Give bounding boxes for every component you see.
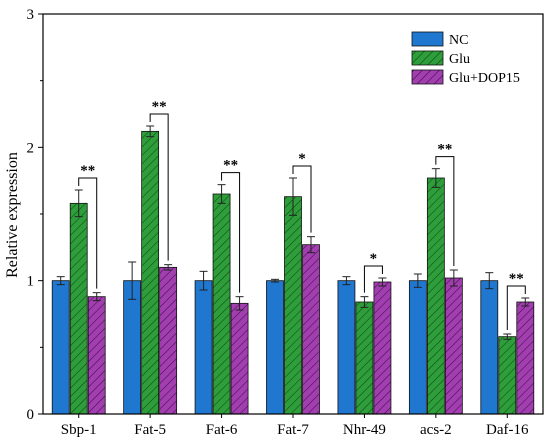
bar-glu-dop15-acs-2 <box>444 277 463 415</box>
y-tick-label: 1 <box>27 274 35 290</box>
error-bar <box>378 277 387 287</box>
bar-glu-fat-7 <box>284 196 302 415</box>
bar-glu-dop15-fat-6 <box>230 302 249 415</box>
bar-glu-sbp-1 <box>69 202 88 415</box>
legend-label: Glu <box>449 52 470 67</box>
bar-glu-dop15-fat-5 <box>159 266 178 415</box>
y-tick-label: 0 <box>27 407 35 423</box>
legend-swatch <box>411 69 444 85</box>
bar-glu-daf-16 <box>498 336 517 415</box>
x-tick-label: Fat-6 <box>206 422 238 438</box>
bar-nc-sbp-1 <box>51 280 70 415</box>
error-bar <box>360 296 369 308</box>
x-tick-label: Daf-16 <box>486 422 529 438</box>
legend-entry: Glu <box>411 50 470 67</box>
error-bar <box>289 177 297 216</box>
significance-bracket: ** <box>221 158 241 293</box>
error-bar <box>74 189 83 218</box>
error-bar <box>56 276 65 286</box>
significance-label: ** <box>152 99 167 115</box>
bar-nc-daf-16 <box>480 280 499 415</box>
x-tick-label: Sbp-1 <box>61 422 97 438</box>
bar-glu-acs-2 <box>426 177 445 415</box>
bar-nc-fat-7 <box>266 280 284 415</box>
error-bar <box>449 269 458 287</box>
significance-label: * <box>370 251 378 267</box>
bar-nc-acs-2 <box>408 280 427 415</box>
bar-nc-fat-5 <box>123 280 142 415</box>
y-tick-label: 2 <box>27 140 35 156</box>
error-bar <box>431 168 440 188</box>
bar-glu-dop15-sbp-1 <box>87 296 106 415</box>
significance-bracket: * <box>292 151 312 233</box>
error-bar <box>521 297 530 307</box>
significance-bracket: ** <box>435 142 455 266</box>
significance-label: ** <box>509 271 524 287</box>
error-bar <box>128 261 137 300</box>
error-bar <box>92 292 101 302</box>
bar-glu-dop15-daf-16 <box>516 301 535 415</box>
legend-label: Glu+DOP15 <box>449 71 520 86</box>
error-bar <box>485 272 494 290</box>
y-tick-label: 3 <box>27 7 35 23</box>
x-tick-label: acs-2 <box>420 422 452 438</box>
significance-bracket: ** <box>78 163 98 289</box>
legend-label: NC <box>449 33 468 48</box>
legend-swatch <box>411 31 444 47</box>
error-bar <box>146 125 155 138</box>
x-tick-label: Nhr-49 <box>343 422 386 438</box>
legend-entry: Glu+DOP15 <box>411 69 520 86</box>
error-bar <box>164 264 173 271</box>
error-bar <box>342 276 351 286</box>
error-bar <box>199 270 208 291</box>
bar-glu-dop15-fat-7 <box>302 244 320 415</box>
bar-glu-fat-6 <box>212 193 231 415</box>
error-bar <box>271 278 279 283</box>
error-bar <box>235 296 244 311</box>
legend-entry: NC <box>411 31 468 48</box>
significance-label: * <box>298 151 306 167</box>
y-axis-label: Relative expression <box>4 152 21 278</box>
bar-nc-nhr-49 <box>337 280 356 415</box>
bar-glu-dop15-nhr-49 <box>373 281 392 415</box>
bar-glu-fat-5 <box>141 130 160 415</box>
bar-glu-nhr-49 <box>355 301 374 415</box>
significance-bracket: ** <box>149 99 169 261</box>
legend-swatch <box>411 50 444 66</box>
error-bar <box>217 184 226 204</box>
significance-label: ** <box>223 158 238 174</box>
significance-label: ** <box>437 142 452 158</box>
significance-bracket: ** <box>506 271 526 330</box>
error-bar <box>413 273 422 288</box>
error-bar <box>503 333 512 340</box>
x-tick-label: Fat-7 <box>277 422 309 438</box>
significance-bracket: * <box>363 251 383 293</box>
error-bar <box>307 236 315 254</box>
significance-label: ** <box>80 163 95 179</box>
x-tick-label: Fat-5 <box>134 422 166 438</box>
bar-nc-fat-6 <box>194 280 213 415</box>
